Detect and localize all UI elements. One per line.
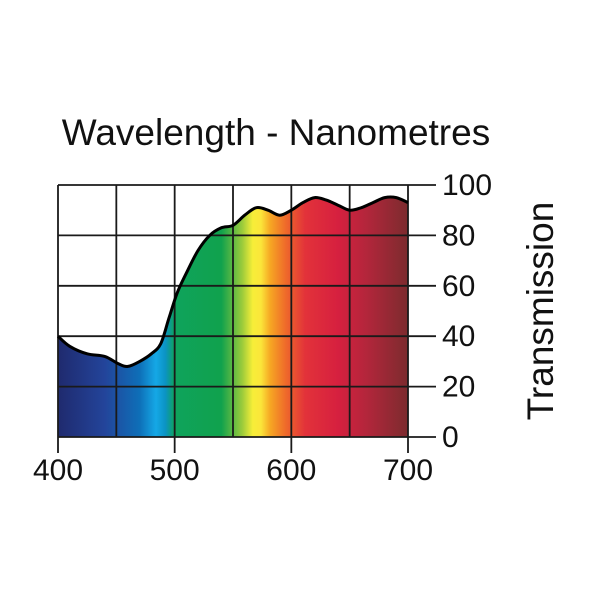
x-tick-label-700: 700 [383, 454, 433, 487]
chart-title: Wavelength - Nanometres [62, 112, 490, 153]
x-tick-label-500: 500 [150, 454, 200, 487]
y-tick-label-100: 100 [442, 169, 492, 202]
transmission-curve [56, 195, 409, 369]
y-axis-ticks: 0 20 40 60 80 100 [408, 169, 492, 454]
x-tick-label-600: 600 [266, 454, 316, 487]
x-tick-label-400: 400 [33, 454, 83, 487]
y-tick-label-60: 60 [442, 270, 475, 303]
grid-lines [57, 184, 409, 438]
y-tick-label-20: 20 [442, 371, 475, 404]
y-axis-label: Transmission [520, 202, 561, 421]
y-tick-label-40: 40 [442, 320, 475, 353]
y-tick-label-0: 0 [442, 421, 459, 454]
x-axis-ticks: 400 500 600 700 [33, 437, 433, 487]
y-tick-label-80: 80 [442, 219, 475, 252]
